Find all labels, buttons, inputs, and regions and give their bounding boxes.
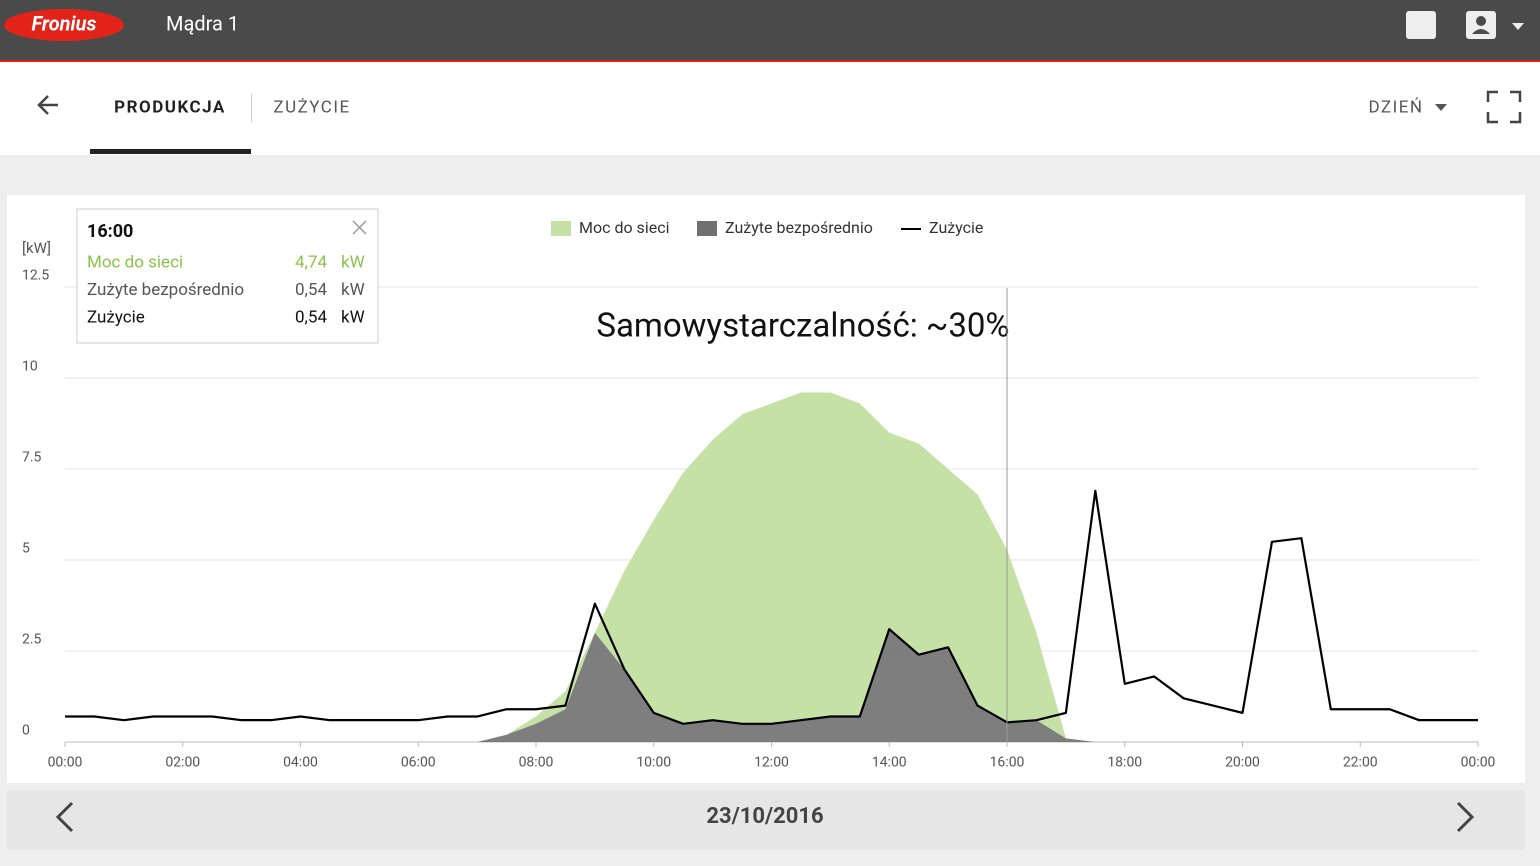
next-day[interactable] bbox=[1456, 801, 1475, 833]
user-icon-body bbox=[1472, 29, 1490, 34]
legend-label: Zużycie bbox=[929, 218, 983, 237]
logo[interactable] bbox=[4, 9, 124, 41]
tooltip bbox=[76, 208, 379, 344]
x-tick-label: 04:00 bbox=[283, 755, 318, 771]
x-tick-label: 00:00 bbox=[1461, 755, 1496, 771]
tab-consumption[interactable]: ZUŻYCIE bbox=[273, 97, 350, 117]
line-series bbox=[65, 489, 1478, 725]
period-caret[interactable] bbox=[1435, 104, 1447, 111]
tab-divider bbox=[251, 94, 252, 122]
tooltip-value: 0,54 bbox=[295, 280, 327, 300]
legend-swatch bbox=[551, 221, 571, 236]
x-tick-label: 14:00 bbox=[872, 755, 907, 771]
tooltip-close[interactable] bbox=[352, 220, 367, 235]
tab-production[interactable]: PRODUKCJA bbox=[114, 97, 226, 117]
tooltip-unit: kW bbox=[341, 280, 365, 300]
x-tick-label: 22:00 bbox=[1343, 755, 1378, 771]
top-bar bbox=[0, 0, 1540, 60]
y-tick-label: 5 bbox=[22, 541, 30, 557]
user-icon-head bbox=[1476, 16, 1486, 26]
legend-label: Moc do sieci bbox=[579, 218, 669, 237]
y-tick-label: 7.5 bbox=[22, 450, 42, 466]
tooltip-value: 4,74 bbox=[295, 252, 327, 272]
y-tick-label: 2.5 bbox=[22, 632, 42, 648]
tooltip-time: 16:00 bbox=[87, 221, 133, 242]
fullscreen-button[interactable] bbox=[1486, 90, 1522, 124]
x-tick-label: 18:00 bbox=[1107, 755, 1142, 771]
legend-label: Zużyte bezpośrednio bbox=[725, 218, 873, 237]
tooltip-label: Zużycie bbox=[87, 307, 145, 327]
tooltip-unit: kW bbox=[341, 252, 365, 272]
area-series bbox=[65, 392, 1478, 742]
tab-bar bbox=[0, 62, 1540, 155]
y-tick-label: 10 bbox=[22, 359, 38, 375]
report-icon[interactable] bbox=[1406, 11, 1436, 39]
x-tick-label: 02:00 bbox=[165, 755, 200, 771]
y-axis-label: [kW] bbox=[22, 239, 51, 257]
x-tick-label: 08:00 bbox=[519, 755, 554, 771]
x-tick-label: 10:00 bbox=[636, 755, 671, 771]
tooltip-label: Moc do sieci bbox=[87, 252, 183, 272]
top-bar-line bbox=[0, 60, 1540, 62]
prev-day[interactable] bbox=[55, 801, 74, 833]
legend: Moc do sieci Zużyte bezpośrednio Zużycie bbox=[551, 218, 983, 237]
date-bar bbox=[7, 790, 1525, 850]
x-tick-label: 00:00 bbox=[48, 755, 83, 771]
period-select[interactable]: DZIEŃ bbox=[1368, 97, 1423, 117]
tab-indicator bbox=[90, 149, 251, 154]
x-tick-label: 06:00 bbox=[401, 755, 436, 771]
date: 23/10/2016 bbox=[706, 804, 823, 829]
x-tick-label: 16:00 bbox=[990, 755, 1025, 771]
user-menu-caret[interactable] bbox=[1512, 23, 1524, 30]
tooltip-unit: kW bbox=[341, 307, 365, 327]
x-tick-label: 12:00 bbox=[754, 755, 789, 771]
y-tick-label: 0 bbox=[22, 723, 30, 739]
logo-text: Fronius bbox=[32, 11, 97, 35]
annotation: Samowystarczalność: ~30% bbox=[596, 307, 1009, 346]
tooltip-rows: Moc do sieci 4,74 kW Zużyte bezpośrednio 0,5… bbox=[87, 252, 365, 327]
y-tick-label: 12.5 bbox=[22, 268, 49, 284]
tooltip-value: 0,54 bbox=[295, 307, 327, 327]
tooltip-label: Zużyte bezpośrednio bbox=[87, 280, 244, 300]
legend-swatch bbox=[697, 221, 717, 236]
site-title: Mądra 1 bbox=[166, 11, 239, 35]
x-tick-label: 20:00 bbox=[1225, 755, 1260, 771]
back-button[interactable] bbox=[37, 95, 58, 115]
